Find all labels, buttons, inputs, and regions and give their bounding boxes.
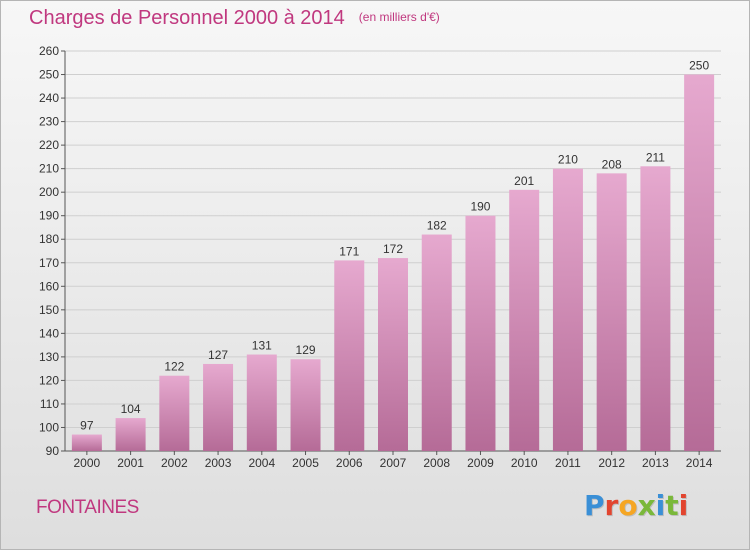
x-tick-label: 2002	[161, 456, 188, 470]
x-tick-label: 2000	[74, 456, 101, 470]
data-label: 171	[339, 244, 359, 258]
x-tick-label: 2009	[467, 456, 494, 470]
data-label: 250	[689, 59, 709, 73]
data-label: 182	[427, 219, 447, 233]
data-label: 211	[646, 150, 665, 164]
x-tick-label: 2011	[555, 456, 581, 470]
x-tick-label: 2008	[423, 456, 450, 470]
y-tick-label: 110	[40, 397, 59, 411]
y-tick-label: 230	[39, 115, 59, 129]
x-tick-label: 2007	[380, 456, 407, 470]
bar	[421, 234, 452, 451]
chart-title-text: Charges de Personnel 2000 à 2014	[29, 7, 345, 29]
y-tick-label: 240	[39, 91, 59, 105]
proxiti-logo[interactable]: Proxiti	[584, 489, 688, 522]
y-tick-label: 220	[39, 138, 59, 152]
bar	[596, 173, 627, 451]
labels: 2000 97 2001 104 2002 122 2003 127 2004 131 2005 12…	[74, 59, 713, 470]
logo-letter: r	[604, 489, 619, 522]
y-tick-label: 100	[39, 420, 59, 434]
chart-title: Charges de Personnel 2000 à 2014 (en mill…	[29, 7, 440, 30]
x-tick-label: 2012	[598, 456, 625, 470]
data-label: 104	[121, 402, 141, 416]
data-label: 208	[602, 157, 622, 171]
data-label: 129	[296, 343, 316, 357]
y-tick-label: 130	[39, 350, 59, 364]
bar	[334, 260, 365, 451]
logo-letter: P	[584, 489, 605, 522]
y-tick-label: 90	[46, 444, 60, 458]
logo-letter: t	[665, 489, 679, 522]
y-tick-label: 150	[39, 303, 59, 317]
bar	[203, 363, 234, 451]
data-label: 131	[252, 339, 272, 353]
bar	[378, 258, 408, 451]
y-tick-label: 120	[39, 373, 59, 387]
data-label: 122	[164, 360, 184, 374]
y-tick-label: 170	[39, 256, 59, 270]
x-tick-label: 2003	[205, 456, 232, 470]
y-tick-label: 190	[39, 209, 59, 223]
data-label: 210	[558, 153, 578, 167]
data-label: 201	[514, 174, 534, 188]
bar	[159, 375, 190, 451]
bar	[290, 359, 321, 451]
commune-name: FONTAINES	[36, 497, 139, 518]
x-tick-label: 2004	[248, 456, 275, 470]
y-tick-label: 160	[39, 279, 59, 293]
data-label: 97	[80, 419, 94, 433]
bar	[684, 74, 715, 451]
chart-subtitle: (en milliers d'€)	[358, 10, 440, 24]
bar	[552, 168, 583, 451]
x-tick-label: 2005	[292, 456, 319, 470]
x-tick-label: 2013	[642, 456, 669, 470]
data-label: 190	[470, 200, 490, 214]
x-tick-label: 2001	[117, 456, 144, 470]
bar	[115, 418, 146, 451]
x-tick-label: 2006	[336, 456, 363, 470]
logo-letter: i	[655, 489, 666, 522]
logo-letter: x	[637, 489, 656, 522]
bar	[465, 215, 496, 451]
bar	[246, 354, 277, 451]
logo-letter: i	[678, 489, 689, 522]
logo-letter: o	[618, 489, 638, 522]
y-tick-label: 210	[39, 162, 59, 176]
bar	[640, 166, 671, 451]
y-tick-label: 200	[39, 185, 59, 199]
y-tick-label: 250	[39, 68, 59, 82]
bars	[71, 74, 715, 451]
bar	[71, 434, 102, 451]
y-tick-label: 140	[39, 326, 59, 340]
y-tick-label: 260	[39, 44, 59, 58]
data-label: 172	[383, 242, 403, 256]
y-tick-label: 180	[39, 232, 59, 246]
x-tick-label: 2010	[511, 456, 538, 470]
data-label: 127	[208, 348, 228, 362]
bar	[509, 189, 540, 451]
axes: 90 100 110 120 130 140 150 160 170 180 190 200 210 22…	[39, 44, 721, 458]
x-tick-label: 2014	[686, 456, 713, 470]
